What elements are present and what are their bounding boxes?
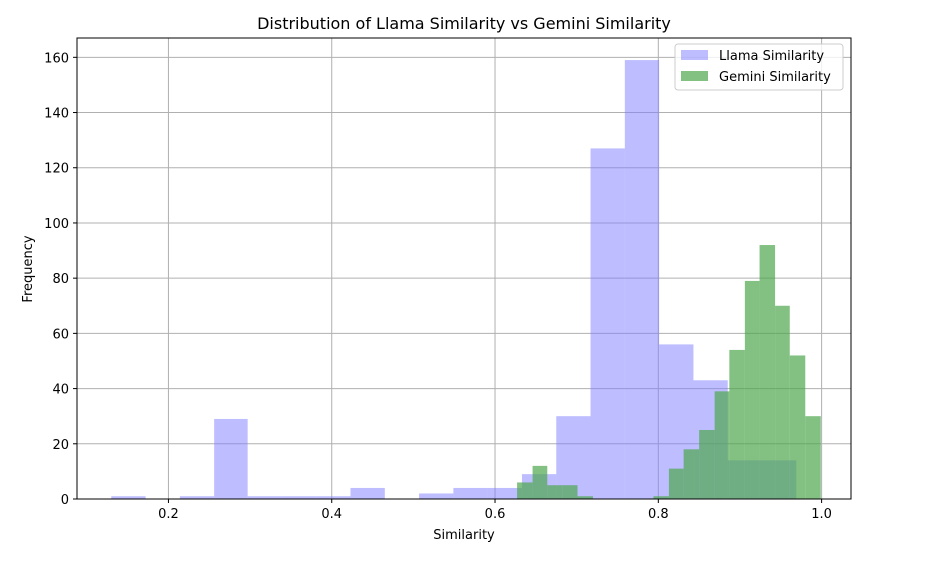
histogram-bar [316,496,351,499]
legend-swatch-gemini [681,71,708,81]
histogram-bar [789,355,806,499]
x-tick-label: 0.2 [158,507,179,522]
histogram-bar [590,148,625,499]
y-tick-label: 80 [52,272,69,287]
histogram-bar [714,391,730,499]
histogram-bar [517,482,533,499]
histogram-bar [562,485,578,499]
histogram-bar [805,416,821,499]
legend-label-gemini: Gemini Similarity [719,70,831,85]
series-llama [111,60,797,499]
histogram-bar [653,496,669,499]
histogram-bar [759,245,776,499]
chart-title: Distribution of Llama Similarity vs Gemi… [257,14,671,33]
histogram-bar [281,496,317,499]
histogram-bar [668,468,684,499]
x-tick-label: 1.0 [811,507,832,522]
histogram-bar [577,496,593,499]
histogram-bar [729,349,745,499]
histogram-bars [111,60,821,499]
x-tick-label: 0.4 [321,507,342,522]
histogram-bar [547,485,563,499]
histogram-bar [744,280,760,499]
y-tick-label: 40 [52,383,69,398]
histogram-bar [350,487,385,499]
axis-ticks: 0.2 0.4 0.6 0.8 1.0 0 20 40 60 80 100 120 140 160 [44,51,832,522]
legend-swatch-llama [681,50,708,60]
y-axis-label: Frequency [21,235,36,302]
y-tick-label: 120 [44,162,69,177]
y-tick-label: 140 [44,107,69,122]
histogram-bar [699,429,715,499]
y-tick-label: 160 [44,51,69,66]
histogram-bar [111,496,146,499]
histogram-bar [532,465,548,499]
x-axis-label: Similarity [433,528,495,543]
histogram-bar [247,496,282,499]
histogram-bar [624,60,660,499]
histogram-bar [419,493,454,499]
histogram-bar [214,418,248,499]
histogram-bar [179,496,215,499]
y-tick-label: 100 [44,217,69,232]
y-tick-label: 0 [61,493,69,508]
y-tick-label: 60 [52,327,69,342]
series-gemini [517,245,821,499]
legend-label-llama: Llama Similarity [719,49,824,64]
histogram-bar [775,305,790,499]
histogram-bar [453,487,488,499]
x-tick-label: 0.8 [648,507,669,522]
y-tick-label: 20 [52,438,69,453]
x-tick-label: 0.6 [485,507,506,522]
histogram-bar [487,487,522,499]
histogram-bar [683,449,700,499]
legend-box [674,43,844,91]
plot-frame [76,37,852,500]
legend: Llama Similarity Gemini Similarity [674,43,844,91]
